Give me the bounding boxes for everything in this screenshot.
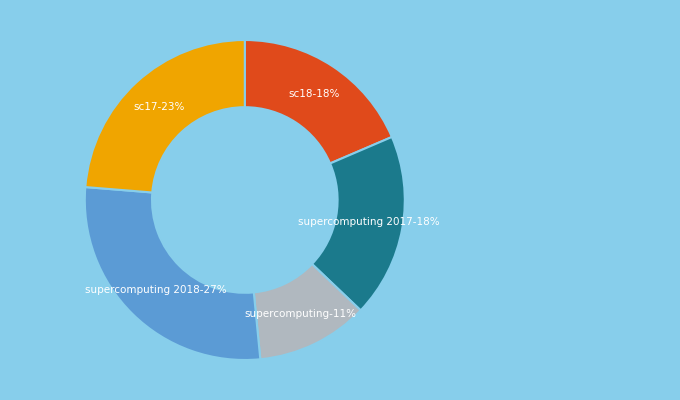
Wedge shape [312, 137, 405, 310]
Wedge shape [85, 40, 245, 192]
Text: supercomputing-11%: supercomputing-11% [244, 309, 356, 319]
Text: sc17-23%: sc17-23% [133, 102, 185, 112]
Text: supercomputing 2017-18%: supercomputing 2017-18% [299, 217, 440, 227]
Text: supercomputing 2018-27%: supercomputing 2018-27% [85, 285, 227, 295]
Wedge shape [85, 187, 260, 360]
Wedge shape [245, 40, 392, 164]
Wedge shape [254, 264, 360, 359]
Text: sc18-18%: sc18-18% [289, 90, 340, 100]
